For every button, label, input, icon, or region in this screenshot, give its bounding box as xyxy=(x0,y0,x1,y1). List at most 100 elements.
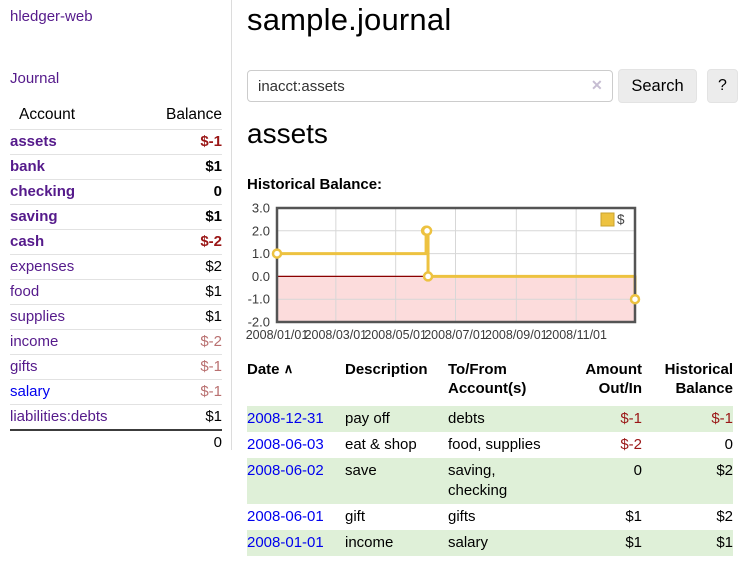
account-balance: $-2 xyxy=(144,329,222,355)
x-tick-label: 2008/09/01 xyxy=(485,328,548,342)
tofrom-line1: To/From xyxy=(448,361,507,378)
description-cell: save xyxy=(345,462,377,479)
accounts-header-row: Account Balance xyxy=(10,102,222,130)
account-row: bank $1 xyxy=(10,154,222,180)
y-tick-label: -2.0 xyxy=(248,315,270,330)
account-name-cell: bank xyxy=(10,154,145,180)
account-link-food[interactable]: food xyxy=(10,283,40,300)
brand-link[interactable]: hledger-web xyxy=(10,8,93,25)
transaction-date-link[interactable]: 2008-06-01 xyxy=(247,508,324,525)
accounts-cell: saving, checking xyxy=(448,462,508,499)
balance-cell: $2 xyxy=(716,508,733,525)
chart-label: Historical Balance: xyxy=(247,176,383,193)
account-link-liabilities-debts[interactable]: liabilities:debts xyxy=(10,408,108,425)
accounts-cell: gifts xyxy=(448,508,476,525)
account-row: checking 0 xyxy=(10,179,222,205)
account-name-cell: assets xyxy=(10,129,145,155)
account-name-cell: income xyxy=(10,329,145,355)
amount-line2: Out/In xyxy=(598,380,642,397)
sidebar: hledger-web Journal Account Balance asse… xyxy=(0,0,232,455)
account-link-salary[interactable]: salary xyxy=(10,383,51,400)
historical-balance-chart: 3.0 2.0 1.0 0.0 -1.0 -2.0 2008/01/01 2008/03/01… xyxy=(245,200,695,348)
accounts-total-spacer xyxy=(10,429,145,455)
legend-label: $ xyxy=(617,212,625,227)
x-tick-label: 2008/07/01 xyxy=(424,328,487,342)
date-cell: 2008-01-01 xyxy=(247,530,345,556)
transaction-date-link[interactable]: 2008-12-31 xyxy=(247,410,324,427)
transaction-date-link[interactable]: 2008-06-03 xyxy=(247,436,324,453)
description-cell: eat & shop xyxy=(345,436,417,453)
account-name-cell: cash xyxy=(10,229,145,255)
clear-search-icon[interactable]: ✕ xyxy=(591,77,603,93)
account-balance: $2 xyxy=(144,254,222,280)
account-row: liabilities:debts $1 xyxy=(10,404,222,430)
sort-ascending-icon: ∧ xyxy=(283,361,294,376)
account-row: saving $1 xyxy=(10,204,222,230)
account-link-assets[interactable]: assets xyxy=(10,133,57,150)
table-row: 2008-01-01 income salary $1 $1 xyxy=(247,530,733,556)
account-link-saving[interactable]: saving xyxy=(10,208,58,225)
account-link-gifts[interactable]: gifts xyxy=(10,358,38,375)
amount-line1: Amount xyxy=(585,361,642,378)
balance-cell: $-1 xyxy=(711,410,733,427)
account-name-cell: food xyxy=(10,279,145,305)
account-balance: $1 xyxy=(144,279,222,305)
chart-canvas: 3.0 2.0 1.0 0.0 -1.0 -2.02008/01/012008/03/01… xyxy=(246,201,641,342)
search-input[interactable] xyxy=(247,70,613,102)
hist-line2: Balance xyxy=(675,380,733,397)
account-row: income $-2 xyxy=(10,329,222,355)
account-link-supplies[interactable]: supplies xyxy=(10,308,66,325)
amount-cell: 0 xyxy=(633,462,642,479)
data-point-marker xyxy=(271,248,283,259)
account-balance: $1 xyxy=(144,304,222,330)
accounts-header-account: Account xyxy=(19,106,76,123)
account-link-cash[interactable]: cash xyxy=(10,233,45,250)
account-row: expenses $2 xyxy=(10,254,222,280)
account-link-income[interactable]: income xyxy=(10,333,59,350)
account-balance: 0 xyxy=(144,179,222,205)
sidebar-item-journal[interactable]: Journal xyxy=(10,70,60,87)
date-cell: 2008-12-31 xyxy=(247,406,345,432)
description-cell: pay off xyxy=(345,410,390,427)
tofrom-line2: Account(s) xyxy=(448,380,527,397)
account-row: cash $-2 xyxy=(10,229,222,255)
account-name-cell: gifts xyxy=(10,354,145,380)
amount-cell: $-1 xyxy=(620,410,642,427)
accounts-total-row: 0 xyxy=(10,429,222,455)
search-button[interactable]: Search xyxy=(618,69,697,103)
register-header-tofrom: To/From Account(s) xyxy=(448,360,548,406)
transaction-date-link[interactable]: 2008-06-02 xyxy=(247,462,324,479)
account-heading: assets xyxy=(247,118,328,149)
account-balance: $-1 xyxy=(144,129,222,155)
amount-cell: $1 xyxy=(625,508,642,525)
account-row: assets $-1 xyxy=(10,129,222,155)
page-title: sample.journal xyxy=(247,2,452,37)
help-button[interactable]: ? xyxy=(707,69,738,103)
accounts-cell: salary xyxy=(448,534,489,551)
y-tick-label: -1.0 xyxy=(248,292,270,307)
account-balance: $1 xyxy=(144,404,222,430)
x-tick-label: 2008/03/01 xyxy=(305,328,368,342)
hist-line1: Historical xyxy=(664,361,733,378)
y-tick-label: 0.0 xyxy=(252,269,270,284)
table-row: 2008-12-31 pay off debts $-1 $-1 xyxy=(247,406,733,432)
transaction-date-link[interactable]: 2008-01-01 xyxy=(247,534,324,551)
register-header-date[interactable]: Date ∧ xyxy=(247,360,345,406)
x-tick-label: 2008/05/01 xyxy=(364,328,427,342)
date-header-label: Date xyxy=(247,361,280,378)
table-row: 2008-06-01 gift gifts $1 $2 xyxy=(247,504,733,530)
accounts-table: Account Balance assets $-1 bank $1 checking 0… xyxy=(10,102,222,455)
account-link-checking[interactable]: checking xyxy=(10,183,76,200)
account-link-bank[interactable]: bank xyxy=(10,158,46,175)
account-balance: $1 xyxy=(144,204,222,230)
account-balance: $-1 xyxy=(144,379,222,405)
balance-cell: 0 xyxy=(724,436,733,453)
account-name-cell: liabilities:debts xyxy=(10,404,145,430)
y-tick-label: 3.0 xyxy=(252,201,270,216)
date-cell: 2008-06-01 xyxy=(247,504,345,530)
x-tick-label: 2008/01/01 xyxy=(246,328,309,342)
y-tick-label: 2.0 xyxy=(252,223,270,238)
table-row: 2008-06-02 save saving, checking 0 $2 xyxy=(247,458,733,504)
account-link-expenses[interactable]: expenses xyxy=(10,258,75,275)
account-name-cell: expenses xyxy=(10,254,145,280)
